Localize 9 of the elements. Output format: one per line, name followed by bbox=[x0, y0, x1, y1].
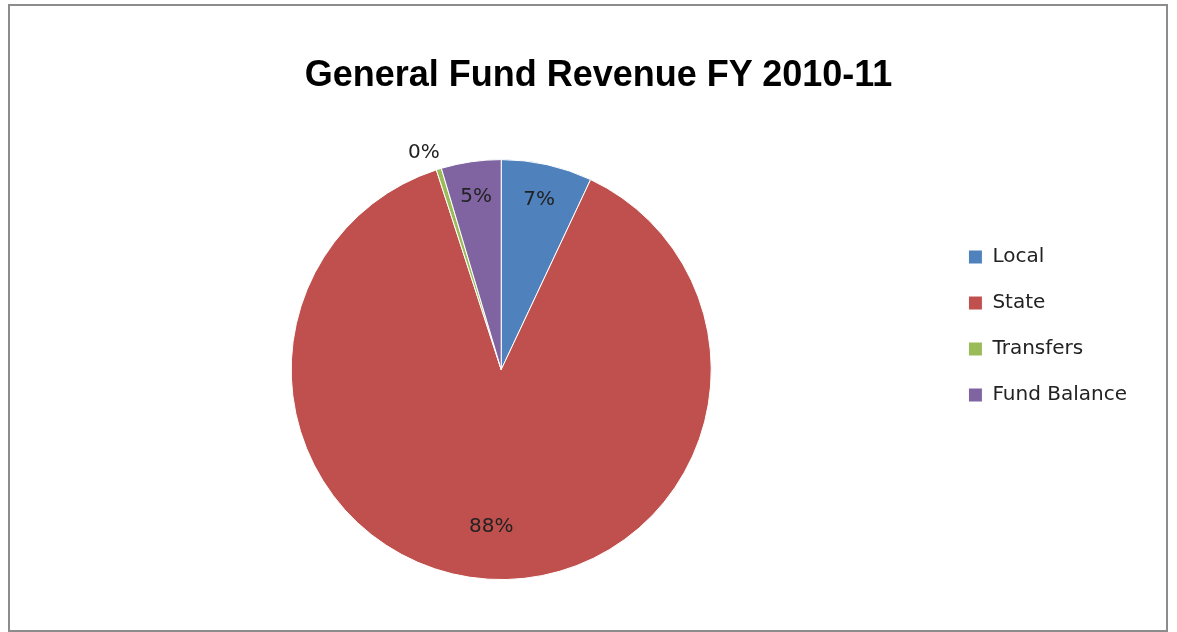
legend-label: Transfers bbox=[991, 335, 1084, 360]
data-label: 5% bbox=[460, 183, 492, 208]
data-label: 0% bbox=[407, 139, 440, 164]
chart-title: General Fund Revenue FY 2010-11 bbox=[304, 52, 893, 94]
legend-label: Local bbox=[992, 243, 1045, 268]
data-label: 7% bbox=[523, 185, 556, 210]
legend-label: State bbox=[992, 289, 1046, 314]
legend-label: Fund Balance bbox=[992, 381, 1128, 406]
data-label: 88% bbox=[469, 512, 514, 537]
